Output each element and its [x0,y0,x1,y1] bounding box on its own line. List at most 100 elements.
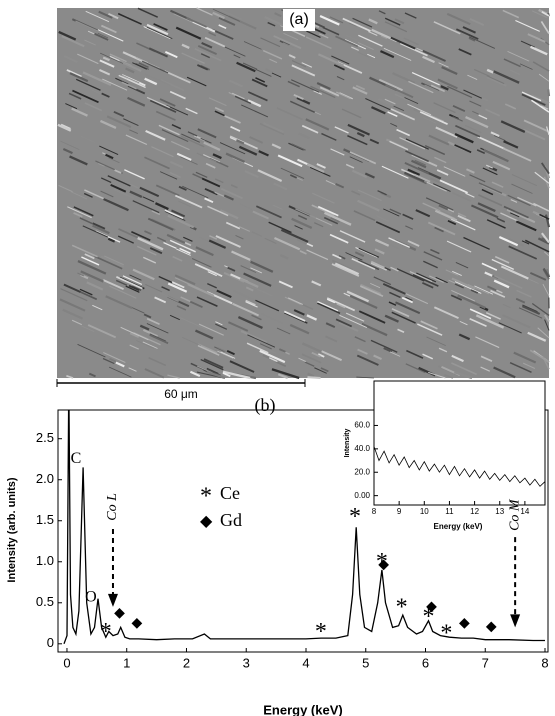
texture [277,373,289,379]
gd-marker: ◆ [378,556,389,572]
texture [405,293,429,305]
texture [109,357,117,363]
texture [67,206,92,219]
texture [280,167,305,179]
texture [128,367,137,372]
ce-marker: * [396,594,408,620]
texture [259,345,277,354]
texture [404,161,430,175]
texture [107,175,131,187]
texture [178,200,192,208]
texture [159,171,178,180]
texture [245,299,256,306]
texture [220,187,243,200]
texture [75,78,101,91]
texture [451,362,477,376]
texture [453,371,473,380]
texture [482,167,498,176]
texture [243,272,272,287]
texture [238,226,250,232]
texture [533,202,550,212]
texture [502,147,532,162]
texture [353,210,376,222]
panel-label: (a) [289,11,309,28]
texture [208,31,217,37]
texture [450,294,463,301]
texture [526,127,543,136]
texture [107,12,119,20]
texture [154,202,169,211]
texture [351,46,359,51]
texture [408,80,434,94]
texture [182,185,209,199]
texture [305,36,332,50]
texture [524,239,550,253]
texture [523,129,546,141]
texture [214,191,226,198]
texture [304,361,315,367]
texture [422,353,434,360]
texture [224,46,246,57]
texture [186,17,208,28]
texture [396,268,425,282]
texture [357,51,370,58]
texture [206,367,219,374]
texture [397,328,405,334]
texture [486,75,505,85]
texture [316,302,341,315]
texture [239,203,253,210]
texture [438,62,449,68]
texture [275,360,287,367]
texture [357,348,368,355]
texture [208,239,227,249]
texture [59,298,86,312]
texture [282,42,294,49]
texture [451,218,476,231]
texture [62,308,83,320]
texture [374,238,390,247]
texture [60,123,71,130]
texture [143,256,157,264]
texture [504,103,517,110]
texture [144,156,170,170]
texture [80,135,96,144]
texture [508,245,538,260]
texture [62,148,73,155]
texture [481,188,494,196]
y-tick-label: 1.0 [36,553,54,568]
x-tick-label: 14 [520,507,529,516]
texture [521,240,530,245]
texture [367,53,376,59]
texture [220,351,236,359]
texture [197,44,217,55]
texture [407,103,432,116]
texture [329,233,349,244]
texture [301,124,319,134]
texture [158,124,180,136]
texture [357,259,380,271]
texture [355,246,378,258]
texture [329,313,342,321]
texture [454,281,482,294]
texture [236,140,247,147]
texture [509,69,521,76]
texture [84,253,95,260]
texture [454,283,464,289]
y-tick-label: 0 [47,635,54,650]
texture [435,126,458,139]
texture [232,289,257,303]
texture [515,297,526,304]
texture [314,367,327,374]
texture [542,267,550,278]
texture [493,366,516,379]
texture [146,96,170,109]
texture [541,11,550,17]
texture [465,116,489,129]
texture [544,314,550,323]
texture [179,317,208,331]
texture [233,54,241,59]
texture [344,34,358,41]
texture [498,236,519,247]
texture [390,266,399,272]
texture [370,339,398,353]
